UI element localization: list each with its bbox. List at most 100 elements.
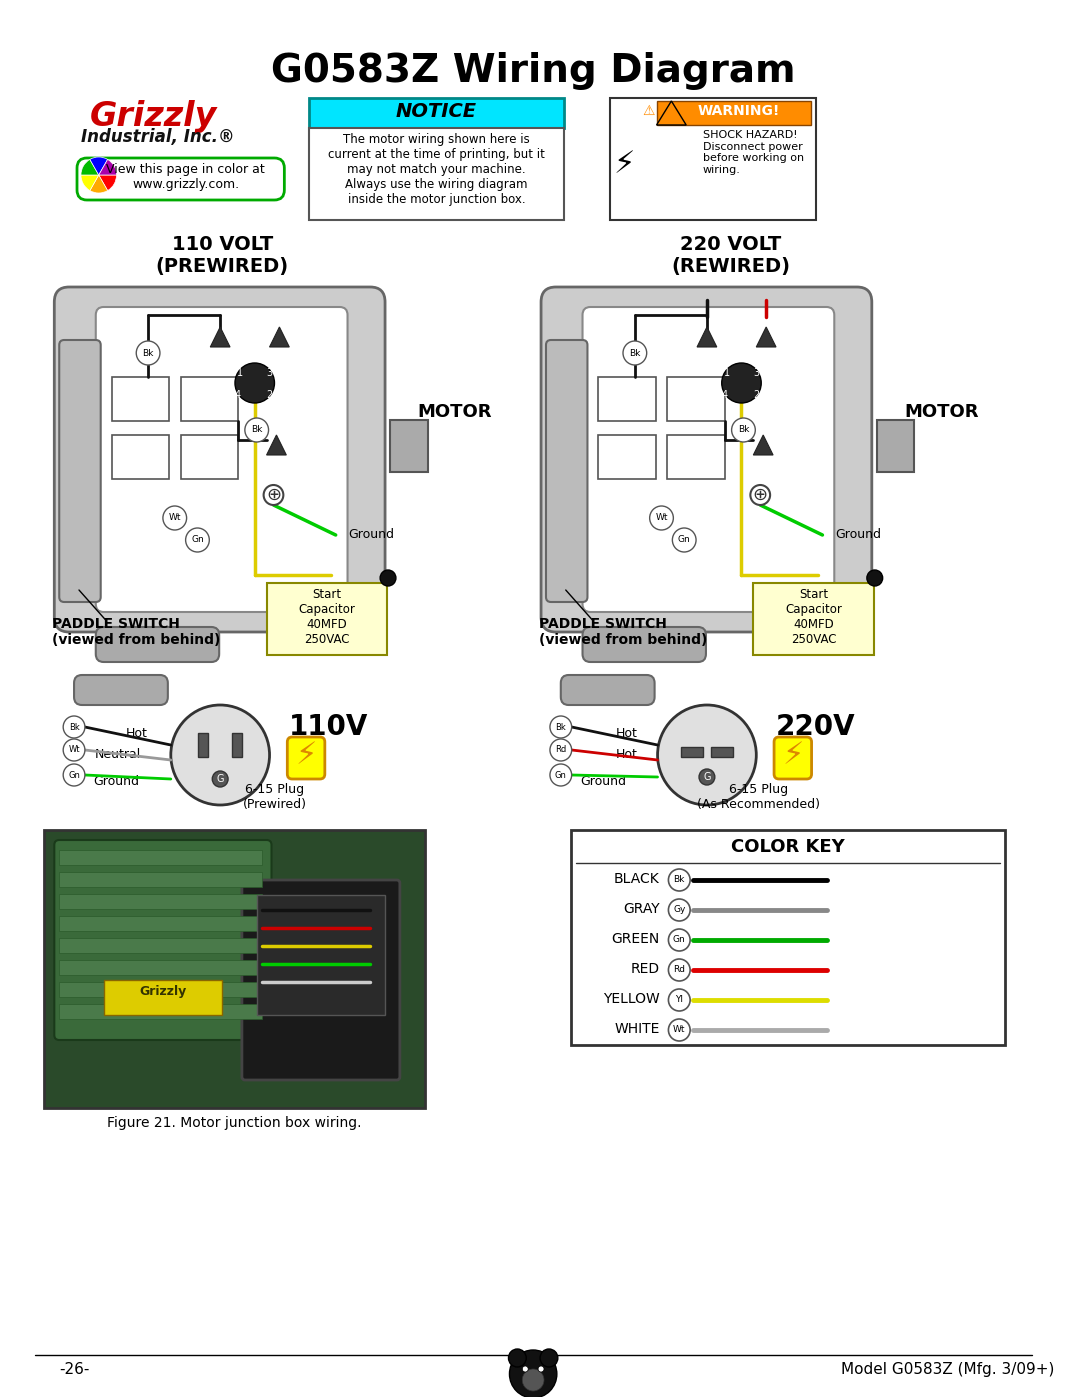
FancyBboxPatch shape (287, 738, 325, 780)
Text: Yl: Yl (675, 996, 684, 1004)
Circle shape (538, 1366, 544, 1372)
Text: MOTOR: MOTOR (904, 402, 978, 420)
Circle shape (235, 363, 274, 402)
FancyBboxPatch shape (59, 339, 100, 602)
Text: Gn: Gn (678, 535, 690, 545)
Wedge shape (90, 175, 108, 193)
Text: Gn: Gn (191, 535, 204, 545)
Text: GRAY: GRAY (623, 902, 660, 916)
Wedge shape (81, 175, 98, 190)
Circle shape (540, 1350, 558, 1368)
Circle shape (136, 341, 160, 365)
Text: GREEN: GREEN (611, 932, 660, 946)
Bar (111, 434, 168, 479)
Bar (59, 894, 261, 909)
Circle shape (550, 764, 571, 787)
Text: ⚡: ⚡ (782, 740, 804, 770)
Bar (111, 377, 168, 420)
Bar (657, 101, 811, 124)
Text: Rd: Rd (555, 746, 566, 754)
Text: Start
Capacitor
40MFD
250VAC: Start Capacitor 40MFD 250VAC (298, 588, 355, 645)
Text: MOTOR: MOTOR (418, 402, 492, 420)
Text: Gn: Gn (555, 771, 567, 780)
Circle shape (669, 989, 690, 1011)
Polygon shape (211, 327, 230, 346)
Circle shape (523, 1369, 544, 1391)
Bar (598, 434, 656, 479)
Polygon shape (754, 434, 773, 455)
Circle shape (650, 506, 673, 529)
FancyBboxPatch shape (546, 339, 588, 602)
Bar (59, 916, 261, 930)
Text: 1: 1 (237, 367, 243, 379)
FancyBboxPatch shape (541, 286, 872, 631)
FancyBboxPatch shape (96, 627, 219, 662)
Text: Start
Capacitor
40MFD
250VAC: Start Capacitor 40MFD 250VAC (785, 588, 842, 645)
Polygon shape (267, 434, 286, 455)
Circle shape (669, 900, 690, 921)
Bar (570, 830, 1005, 1045)
Bar (390, 420, 428, 472)
Text: 220 VOLT
(REWIRED): 220 VOLT (REWIRED) (671, 235, 791, 277)
Circle shape (699, 768, 715, 785)
Bar (59, 872, 261, 887)
Bar (59, 1004, 261, 1018)
Text: Gn: Gn (68, 771, 80, 780)
Circle shape (163, 506, 187, 529)
Circle shape (380, 570, 396, 585)
Bar (754, 583, 874, 655)
Text: Ground: Ground (835, 528, 881, 542)
Bar (180, 377, 238, 420)
Text: WHITE: WHITE (615, 1023, 660, 1037)
Text: G: G (216, 774, 224, 784)
Text: Model G0583Z (Mfg. 3/09+): Model G0583Z (Mfg. 3/09+) (841, 1362, 1054, 1377)
Bar (104, 981, 222, 1016)
Text: 6-15 Plug
(Prewired): 6-15 Plug (Prewired) (243, 782, 307, 812)
Text: G0583Z Wiring Diagram: G0583Z Wiring Diagram (271, 52, 796, 89)
Text: Bk: Bk (251, 426, 262, 434)
Wedge shape (81, 159, 98, 175)
Text: Hot: Hot (126, 726, 148, 740)
FancyBboxPatch shape (774, 738, 811, 780)
Circle shape (669, 958, 690, 981)
Text: SHOCK HAZARD!
Disconnect power
before working on
wiring.: SHOCK HAZARD! Disconnect power before wo… (703, 130, 805, 175)
Circle shape (731, 418, 755, 441)
Bar (59, 937, 261, 953)
Text: Bk: Bk (630, 348, 640, 358)
Text: Bk: Bk (143, 348, 153, 358)
Text: Hot: Hot (616, 747, 638, 761)
Text: Industrial, Inc.®: Industrial, Inc.® (81, 129, 234, 147)
Text: PADDLE SWITCH
(viewed from behind): PADDLE SWITCH (viewed from behind) (539, 617, 707, 647)
Text: Bk: Bk (674, 876, 685, 884)
FancyBboxPatch shape (582, 307, 834, 612)
Text: Ground: Ground (93, 775, 139, 788)
Text: Bk: Bk (738, 426, 750, 434)
Bar (711, 747, 732, 757)
Text: BLACK: BLACK (613, 872, 660, 886)
Text: 1: 1 (724, 367, 730, 379)
Text: ⚡: ⚡ (613, 149, 635, 179)
Circle shape (64, 739, 85, 761)
Text: Grizzly: Grizzly (139, 985, 187, 997)
Circle shape (669, 869, 690, 891)
Bar (180, 434, 238, 479)
Text: 2: 2 (267, 390, 272, 400)
Bar (232, 733, 242, 757)
Text: 4: 4 (234, 390, 241, 400)
FancyBboxPatch shape (242, 880, 400, 1080)
Bar (257, 895, 386, 1016)
Bar (59, 982, 261, 997)
Text: Wt: Wt (68, 746, 80, 754)
FancyBboxPatch shape (96, 307, 348, 612)
Text: 2: 2 (753, 390, 759, 400)
Bar (267, 583, 387, 655)
Bar (598, 377, 656, 420)
Circle shape (64, 717, 85, 738)
Circle shape (245, 418, 269, 441)
Text: 3: 3 (267, 367, 272, 379)
Circle shape (510, 1350, 557, 1397)
Bar (59, 960, 261, 975)
Text: Wt: Wt (168, 514, 181, 522)
Text: Gy: Gy (673, 905, 686, 915)
Text: COLOR KEY: COLOR KEY (731, 838, 845, 856)
